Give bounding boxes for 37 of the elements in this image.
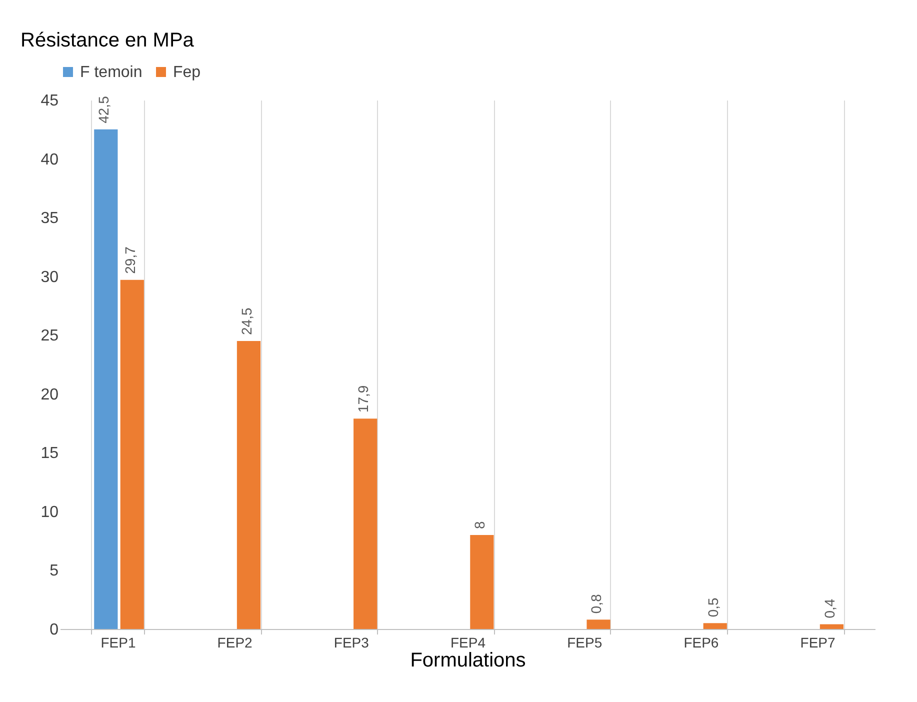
legend-label: Fep bbox=[173, 64, 201, 81]
data-label: 24,5 bbox=[238, 308, 254, 335]
y-tick-label: 40 bbox=[40, 151, 59, 168]
legend-label: F temoin bbox=[80, 64, 142, 81]
y-tick-label: 30 bbox=[40, 268, 59, 286]
data-label: 42,5 bbox=[96, 96, 112, 124]
bar bbox=[354, 418, 378, 629]
y-tick-label: 25 bbox=[40, 328, 59, 345]
x-tick-label: FEP6 bbox=[684, 634, 719, 650]
x-tick-label: FEP3 bbox=[334, 634, 370, 650]
bar bbox=[236, 340, 261, 629]
data-label: 8 bbox=[472, 520, 488, 529]
data-label: 29,7 bbox=[122, 246, 138, 274]
bar bbox=[94, 129, 118, 629]
bar bbox=[820, 624, 844, 629]
data-label: 0,4 bbox=[821, 598, 838, 618]
x-tick-label: FEP4 bbox=[450, 634, 486, 650]
y-tick-label: 15 bbox=[40, 445, 59, 462]
x-axis-title: Formulations bbox=[410, 650, 526, 672]
bar bbox=[586, 620, 610, 629]
bar bbox=[120, 280, 144, 629]
x-tick-label: FEP1 bbox=[100, 634, 136, 650]
data-label: 0,8 bbox=[588, 594, 604, 614]
y-tick-label: 10 bbox=[40, 504, 59, 521]
x-tick-label: FEP7 bbox=[800, 634, 836, 650]
data-label: 0,5 bbox=[704, 597, 721, 618]
y-tick-label: 0 bbox=[50, 622, 59, 638]
bar bbox=[703, 623, 727, 629]
y-axis-title: Résistance en MPa bbox=[20, 30, 195, 52]
y-tick-label: 20 bbox=[40, 386, 59, 404]
x-tick-label: FEP2 bbox=[217, 634, 253, 650]
data-label: 17,9 bbox=[355, 385, 372, 413]
x-tick-label: FEP5 bbox=[567, 634, 602, 650]
y-tick-label: 5 bbox=[50, 562, 59, 580]
bar bbox=[470, 534, 494, 629]
y-tick-label: 45 bbox=[40, 92, 59, 110]
y-tick-label: 35 bbox=[40, 210, 59, 228]
